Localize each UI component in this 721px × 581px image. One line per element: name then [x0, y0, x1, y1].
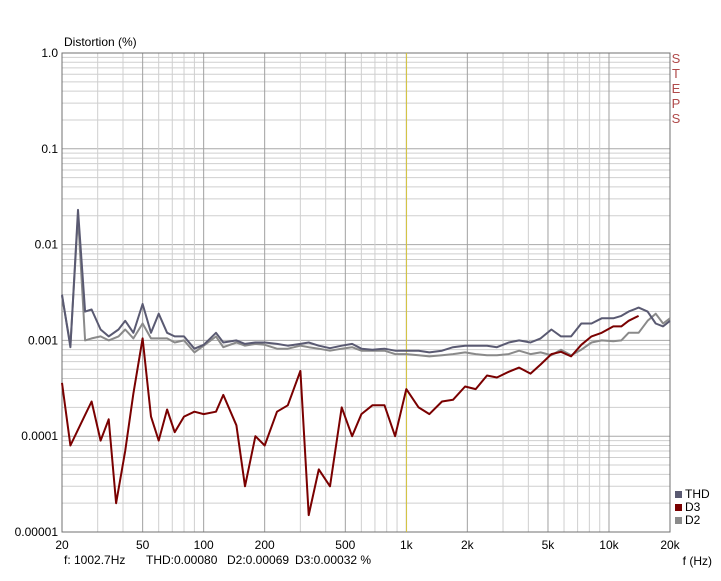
x-tick-label: 10k [599, 538, 619, 552]
series-line-d3 [61, 315, 640, 517]
readout-frequency: f: 1002.7Hz [64, 553, 126, 567]
series-line-d2 [61, 214, 671, 358]
legend-label-thd: THD [685, 487, 710, 501]
y-tick-label: 0.0001 [21, 429, 58, 443]
y-tick-label: 1.0 [41, 46, 58, 60]
y-tick-label: 0.1 [41, 142, 58, 156]
steps-letter: T [672, 66, 680, 81]
chart-grid [61, 53, 671, 533]
x-tick-label: 500 [335, 538, 355, 552]
readout-thd: THD:0.00080 [146, 553, 218, 567]
series-lines [61, 208, 671, 517]
steps-letter: E [672, 81, 681, 96]
y-tick-label: 0.01 [35, 238, 59, 252]
y-tick-labels: 1.0 0.1 0.01 0.001 0.0001 0.00001 [15, 46, 59, 539]
steps-letter: S [672, 51, 681, 66]
x-tick-label: 50 [136, 538, 150, 552]
x-tick-label: 20 [55, 538, 69, 552]
x-tick-label: 1k [400, 538, 414, 552]
legend-label-d2: D2 [685, 513, 701, 527]
readout-d3: D3:0.00032 % [295, 553, 372, 567]
x-tick-label: 2k [461, 538, 475, 552]
legend-swatch-thd [675, 491, 682, 498]
x-tick-label: 5k [542, 538, 556, 552]
legend-swatch-d3 [675, 504, 682, 511]
readout-d2: D2:0.00069 [227, 553, 290, 567]
legend-swatch-d2 [675, 517, 682, 524]
y-tick-label: 0.001 [28, 333, 58, 347]
x-axis-label: f (Hz) [683, 554, 712, 568]
x-tick-label: 200 [255, 538, 275, 552]
x-tick-label: 100 [194, 538, 214, 552]
steps-letter: S [672, 111, 681, 126]
steps-letter: P [672, 96, 681, 111]
x-tick-labels: 20 50 100 200 500 1k 2k 5k 10k 20k [55, 538, 680, 552]
plot-frame [61, 52, 671, 533]
legend-label-d3: D3 [685, 500, 701, 514]
x-tick-label: 20k [660, 538, 680, 552]
series-line-thd [61, 208, 671, 354]
y-tick-label: 0.00001 [15, 525, 59, 539]
y-axis-label: Distortion (%) [64, 35, 137, 49]
